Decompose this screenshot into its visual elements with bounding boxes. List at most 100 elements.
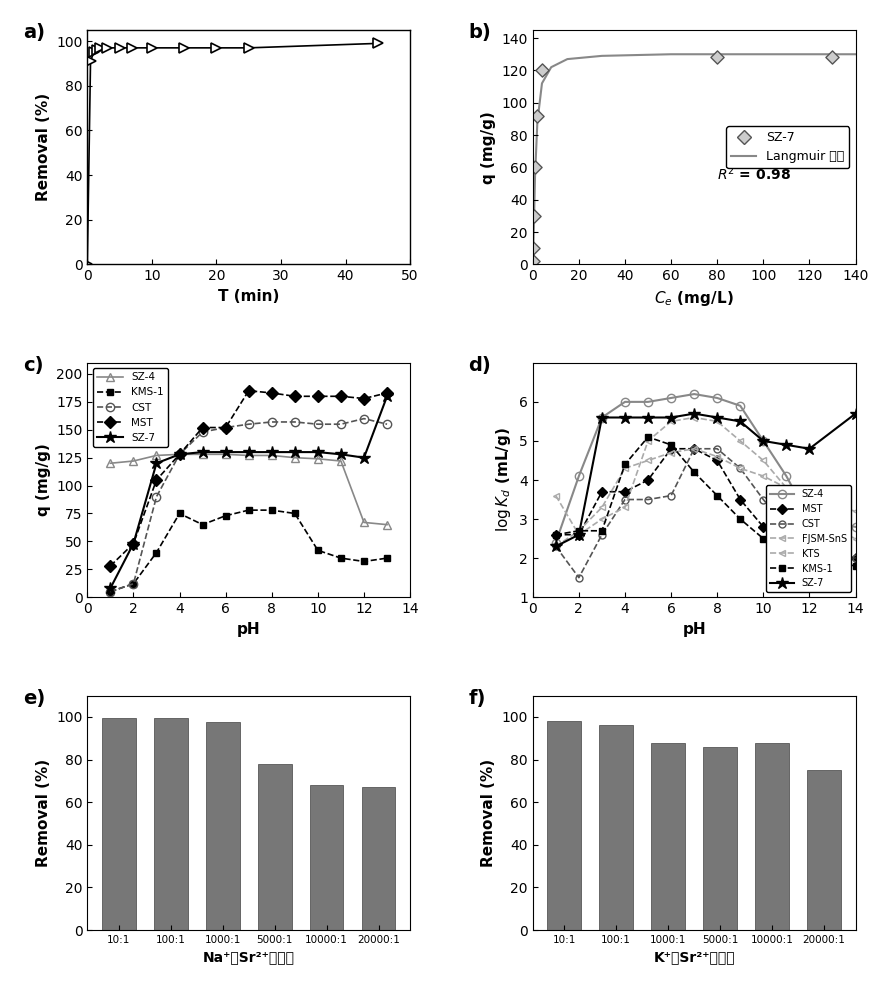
SZ-7 (850, 408, 861, 420)
Bar (206, 722, 239, 930)
SZ-4 (382, 519, 392, 531)
SZ-4 (244, 449, 254, 461)
KMS-1 (105, 586, 115, 598)
CST (643, 494, 653, 506)
MST (220, 422, 230, 434)
CST (596, 529, 607, 541)
KTS (850, 505, 861, 517)
FJSM-SnS (781, 482, 792, 494)
Text: d): d) (468, 356, 491, 375)
KMS-1 (689, 466, 699, 478)
X-axis label: K⁺和Sr²⁺摸尔比: K⁺和Sr²⁺摸尔比 (653, 950, 735, 964)
Point (526, 253, 540, 269)
SZ-4 (220, 448, 230, 460)
SZ-4 (197, 448, 208, 460)
FJSM-SnS (666, 415, 677, 427)
Bar (600, 725, 633, 930)
KMS-1 (574, 525, 584, 537)
SZ-7 (551, 540, 561, 552)
FJSM-SnS (712, 415, 723, 427)
CST (105, 586, 115, 598)
SZ-7 (336, 448, 347, 460)
KMS-1 (712, 490, 723, 502)
Line: CST: CST (107, 414, 391, 596)
SZ-4 (105, 457, 115, 469)
CST (620, 494, 630, 506)
Bar (154, 718, 188, 930)
Text: e): e) (23, 689, 45, 708)
X-axis label: T (min): T (min) (218, 289, 279, 304)
SZ-4 (266, 449, 277, 461)
CST (689, 443, 699, 455)
SZ-7 (574, 529, 584, 541)
SZ-7 (151, 457, 162, 469)
KTS (620, 462, 630, 474)
KMS-1 (596, 525, 607, 537)
Line: SZ-4: SZ-4 (107, 450, 391, 529)
MST (574, 529, 584, 541)
KMS-1 (197, 519, 208, 531)
SZ-7 (105, 582, 115, 594)
Point (527, 208, 541, 224)
CST (735, 462, 746, 474)
KTS (781, 482, 792, 494)
Y-axis label: Removal (%): Removal (%) (36, 759, 51, 867)
FJSM-SnS (735, 435, 746, 447)
MST (735, 494, 746, 506)
CST (220, 422, 230, 434)
CST (359, 413, 369, 425)
Legend: SZ-7, Langmuir 模型: SZ-7, Langmuir 模型 (726, 126, 849, 168)
KTS (758, 470, 768, 482)
Legend: SZ-4, MST, CST, FJSM-SnS, KTS, KMS-1, SZ-7: SZ-4, MST, CST, FJSM-SnS, KTS, KMS-1, SZ… (766, 485, 850, 592)
SZ-7 (175, 448, 185, 460)
SZ-7 (266, 446, 277, 458)
KMS-1 (620, 458, 630, 470)
KMS-1 (175, 507, 185, 519)
SZ-7 (804, 443, 815, 455)
KTS (596, 501, 607, 513)
CST (666, 490, 677, 502)
KMS-1 (290, 507, 300, 519)
Bar (651, 742, 685, 930)
Text: c): c) (23, 356, 44, 375)
MST (551, 529, 561, 541)
CST (290, 416, 300, 428)
SZ-4 (758, 435, 768, 447)
MST (151, 474, 162, 486)
SZ-4 (290, 452, 300, 464)
Y-axis label: Removal (%): Removal (%) (36, 93, 51, 201)
SZ-7 (313, 446, 323, 458)
CST (266, 416, 277, 428)
KMS-1 (735, 513, 746, 525)
KTS (689, 443, 699, 455)
FJSM-SnS (689, 412, 699, 424)
SZ-7 (620, 412, 630, 424)
Line: KMS-1: KMS-1 (553, 434, 859, 569)
CST (128, 578, 139, 590)
Legend: SZ-4, KMS-1, CST, MST, SZ-7: SZ-4, KMS-1, CST, MST, SZ-7 (93, 368, 168, 447)
KMS-1 (804, 552, 815, 564)
FJSM-SnS (596, 513, 607, 525)
Y-axis label: Removal (%): Removal (%) (481, 759, 496, 867)
CST (244, 418, 254, 430)
CST (197, 426, 208, 438)
CST (175, 448, 185, 460)
Point (526, 240, 540, 256)
KTS (735, 462, 746, 474)
FJSM-SnS (643, 435, 653, 447)
KMS-1 (266, 504, 277, 516)
SZ-4 (712, 392, 723, 404)
CST (781, 521, 792, 533)
SZ-4 (620, 396, 630, 408)
SZ-4 (666, 392, 677, 404)
MST (689, 443, 699, 455)
Bar (310, 785, 343, 930)
SZ-7 (359, 452, 369, 464)
KMS-1 (128, 578, 139, 590)
Point (711, 49, 725, 65)
Point (528, 159, 542, 175)
X-axis label: $C_e$ (mg/L): $C_e$ (mg/L) (654, 289, 734, 308)
Line: MST: MST (553, 445, 859, 562)
Line: SZ-7: SZ-7 (104, 390, 393, 595)
SZ-4 (804, 513, 815, 525)
